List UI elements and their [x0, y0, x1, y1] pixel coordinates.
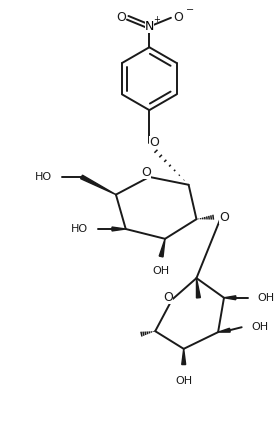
- Polygon shape: [159, 239, 165, 257]
- Text: O: O: [163, 291, 173, 304]
- Text: N: N: [145, 20, 154, 33]
- Text: OH: OH: [257, 293, 275, 303]
- Polygon shape: [112, 227, 126, 231]
- Text: O: O: [142, 166, 151, 180]
- Polygon shape: [196, 278, 200, 298]
- Text: HO: HO: [35, 172, 52, 182]
- Text: OH: OH: [175, 376, 192, 386]
- Text: OH: OH: [153, 266, 170, 276]
- Polygon shape: [182, 349, 186, 364]
- Text: O: O: [219, 211, 229, 224]
- Text: O: O: [173, 11, 183, 24]
- Text: O: O: [149, 136, 159, 149]
- Text: −: −: [186, 5, 194, 15]
- Polygon shape: [81, 175, 116, 194]
- Polygon shape: [224, 296, 236, 300]
- Text: HO: HO: [71, 224, 88, 234]
- Text: +: +: [153, 15, 160, 24]
- Text: OH: OH: [252, 322, 269, 332]
- Text: O: O: [116, 11, 126, 24]
- Polygon shape: [218, 328, 230, 332]
